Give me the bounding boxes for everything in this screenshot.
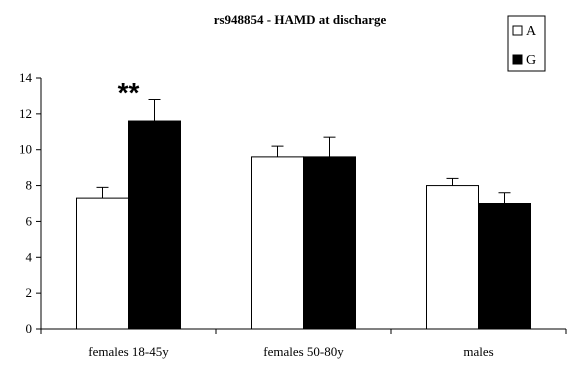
y-tick-label: 10: [19, 142, 32, 157]
y-tick-label: 8: [26, 178, 33, 193]
legend-swatch-g: [512, 54, 523, 65]
bar-g-0: [128, 120, 181, 330]
legend-label-g: G: [526, 53, 536, 68]
y-tick-label: 12: [19, 106, 32, 121]
bars: [76, 120, 531, 330]
x-tick-label: females 50-80y: [263, 344, 344, 359]
legend-label-a: A: [526, 24, 537, 39]
legend: A G: [507, 15, 546, 72]
error-bars: [96, 99, 511, 204]
y-tick-label: 4: [26, 249, 33, 264]
chart-title: rs948854 - HAMD at discharge: [214, 12, 387, 27]
bar-a-1: [251, 156, 304, 330]
y-tick-label: 14: [19, 70, 33, 85]
legend-swatch-a: [512, 25, 523, 36]
significance-marker: **: [118, 77, 140, 108]
y-tick-label: 2: [26, 285, 33, 300]
bar-g-2: [478, 203, 531, 330]
y-axis: 0 2 4 6 8 10 12 14: [19, 70, 42, 336]
y-tick-label: 0: [26, 321, 33, 336]
x-tick-label: females 18-45y: [88, 344, 169, 359]
bar-a-0: [76, 197, 129, 330]
y-tick-label: 6: [26, 213, 33, 228]
bar-g-1: [303, 156, 356, 330]
bar-a-2: [426, 185, 479, 330]
annotations: **: [118, 77, 140, 108]
x-axis: females 18-45y females 50-80y males: [40, 328, 567, 359]
x-tick-label: males: [463, 344, 493, 359]
